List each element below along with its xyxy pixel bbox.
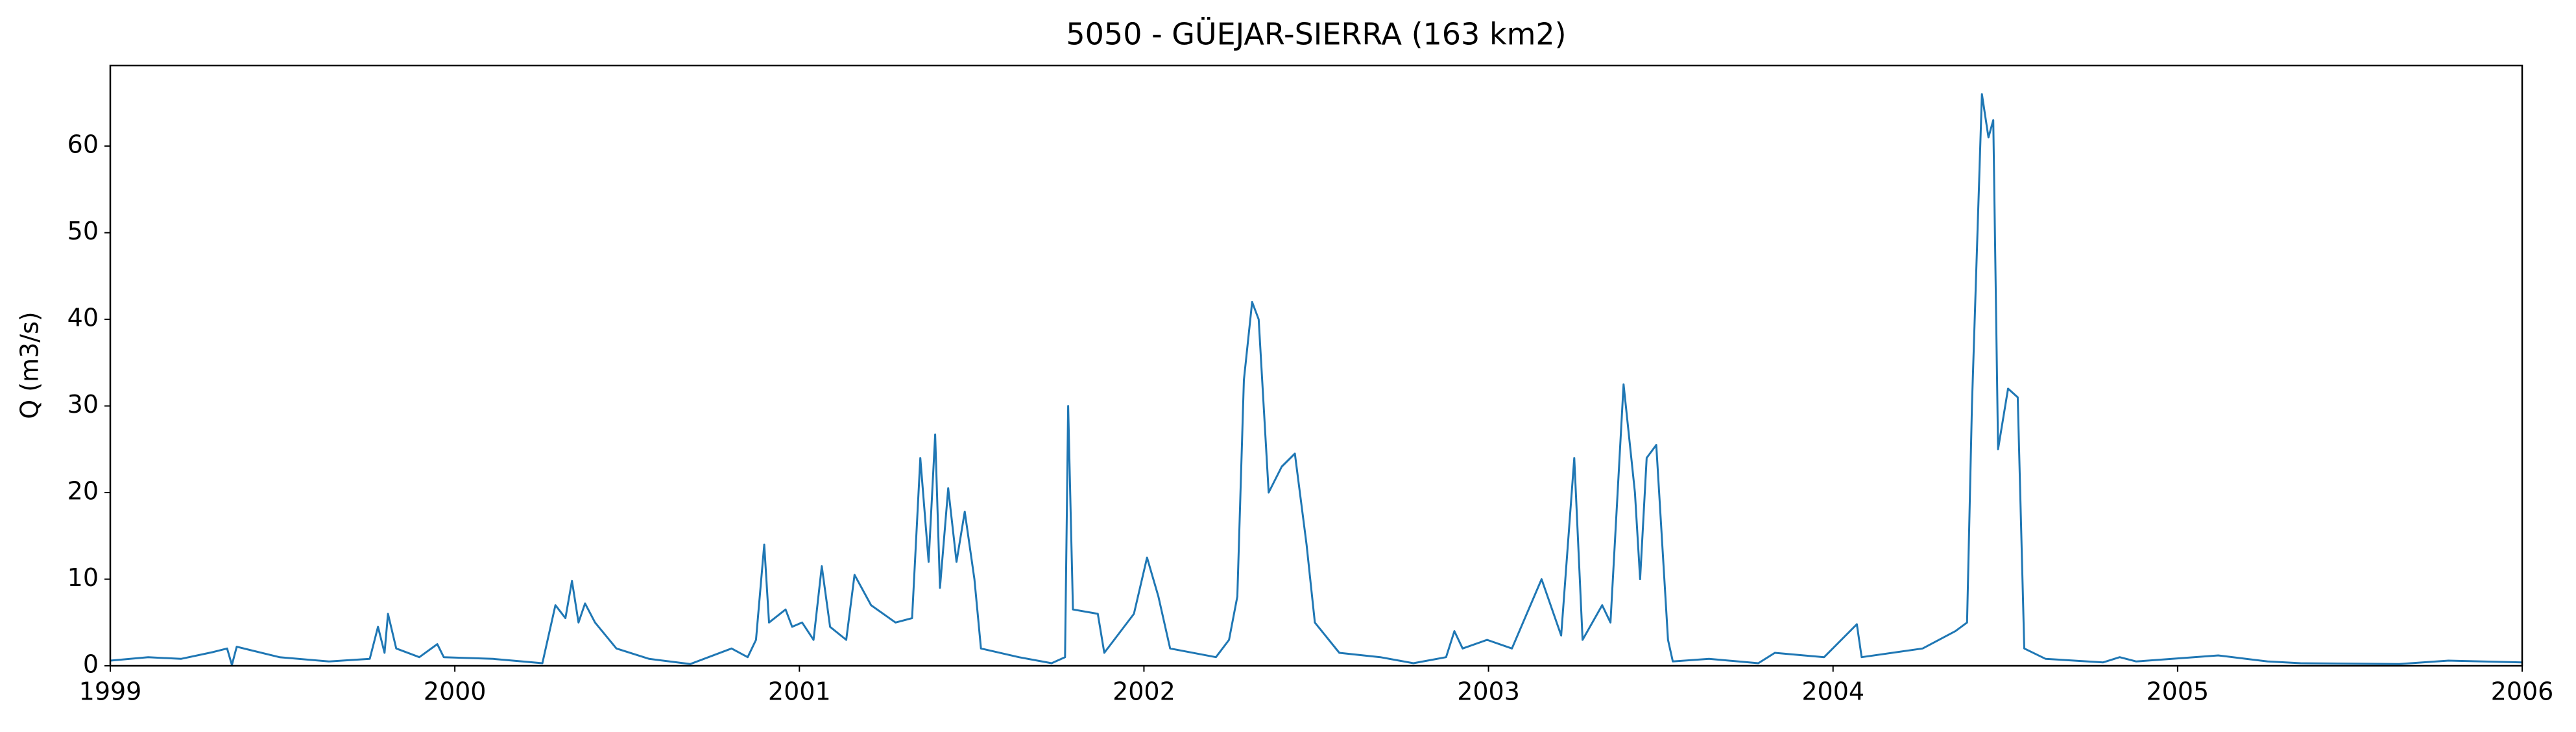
y-axis-label: Q (m3/s) (16, 311, 44, 419)
y-tick-label: 50 (67, 217, 99, 245)
plot-frame (109, 64, 2523, 667)
x-tick-label: 2005 (2146, 677, 2209, 706)
chart-title: 5050 - GÜEJAR-SIERRA (163 km2) (1066, 17, 1566, 52)
y-tick-label: 10 (67, 563, 99, 592)
x-tick-label: 2000 (424, 677, 487, 706)
x-tick-label: 2004 (1801, 677, 1864, 706)
series-line (110, 93, 2523, 666)
y-tick-label: 30 (67, 390, 99, 419)
x-tick-label: 2001 (768, 677, 831, 706)
x-tick-label: 2003 (1457, 677, 1520, 706)
x-tick-label: 2006 (2491, 677, 2554, 706)
y-tick-label: 20 (67, 477, 99, 506)
y-tick-label: 60 (67, 130, 99, 159)
y-tick-label: 0 (83, 650, 99, 679)
y-tick-label: 40 (67, 304, 99, 332)
x-tick-label: 2002 (1113, 677, 1175, 706)
x-tick-label: 1999 (79, 677, 142, 706)
